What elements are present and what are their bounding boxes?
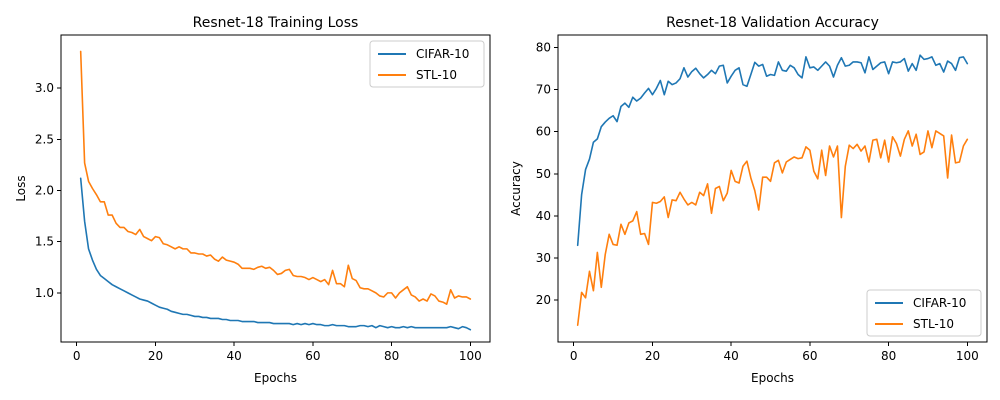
x-tick-label: 40 <box>227 349 242 363</box>
x-tick-label: 20 <box>148 349 163 363</box>
y-tick-label: 50 <box>536 167 551 181</box>
y-axis-label: Loss <box>14 175 28 201</box>
chart-title: Resnet-18 Validation Accuracy <box>666 15 879 31</box>
y-tick-label: 30 <box>536 251 551 265</box>
chart-2: 0 20 40 60 80 100 20 30 40 50 60 70 80 Resnet-18 Vali… <box>509 15 988 385</box>
y-axis-label: Accuracy <box>509 161 523 216</box>
legend: CIFAR-10 STL-10 <box>866 289 982 337</box>
x-tick-label: 60 <box>802 349 817 363</box>
legend-label-stl-10: STL-10 <box>416 68 457 82</box>
legend-label-cifar-10: CIFAR-10 <box>416 47 469 61</box>
series-line-stl-10 <box>576 130 969 326</box>
plot-frame <box>557 34 988 343</box>
y-tick-label: 40 <box>536 209 551 223</box>
x-axis-label: Epochs <box>751 371 794 385</box>
plot-frame <box>60 34 491 343</box>
x-tick-label: 100 <box>956 349 979 363</box>
x-tick-label: 80 <box>881 349 896 363</box>
x-tick-label: 0 <box>73 349 81 363</box>
series-line-cifar-10 <box>79 177 472 331</box>
series-line-cifar-10 <box>576 54 969 247</box>
chart-1: 0 20 40 60 80 100 1.0 1.5 2.0 2.5 3.0 Resnet-18 Tra… <box>14 15 491 385</box>
x-tick-label: 60 <box>305 349 320 363</box>
series-line-stl-10 <box>79 50 472 305</box>
y-tick-label: 3.0 <box>35 81 54 95</box>
y-tick-label: 1.5 <box>35 235 54 249</box>
y-tick-label: 20 <box>536 293 551 307</box>
chart-title: Resnet-18 Training Loss <box>193 15 359 31</box>
y-tick-label: 2.5 <box>35 132 54 146</box>
x-tick-label: 0 <box>570 349 578 363</box>
y-tick-label: 1.0 <box>35 286 54 300</box>
x-tick-label: 40 <box>724 349 739 363</box>
x-tick-label: 80 <box>384 349 399 363</box>
y-tick-label: 80 <box>536 41 551 55</box>
x-tick-label: 100 <box>459 349 482 363</box>
legend: CIFAR-10 STL-10 <box>369 40 485 88</box>
x-tick-label: 20 <box>645 349 660 363</box>
y-tick-label: 2.0 <box>35 184 54 198</box>
y-tick-label: 70 <box>536 83 551 97</box>
y-tick-label: 60 <box>536 125 551 139</box>
legend-label-stl-10: STL-10 <box>913 317 954 331</box>
x-axis-label: Epochs <box>254 371 297 385</box>
legend-label-cifar-10: CIFAR-10 <box>913 296 966 310</box>
